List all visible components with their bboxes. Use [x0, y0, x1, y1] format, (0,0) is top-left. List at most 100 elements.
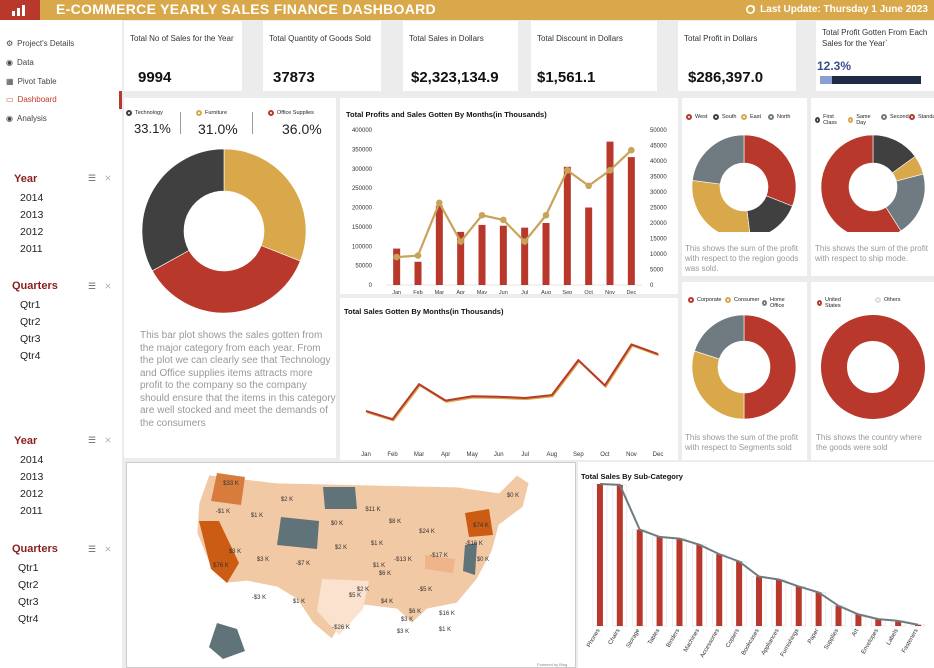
state-value-label: $3 K	[401, 617, 413, 623]
quarter-qtr3[interactable]: Qtr3	[20, 333, 41, 345]
donut-slice	[223, 148, 307, 262]
year-2013[interactable]: 2013	[20, 471, 44, 483]
nav-data[interactable]: ◉ Data	[6, 58, 34, 67]
year-2011[interactable]: 2011	[20, 505, 43, 517]
dashboard-title: E-COMMERCE YEARLY SALES FINANCE DASHBOAR…	[56, 1, 436, 17]
year-slicer-header: Year	[14, 173, 38, 185]
x-tick-label: Storage	[626, 627, 642, 649]
year-slicer-header-2: Year	[14, 435, 38, 447]
active-nav-marker	[119, 91, 122, 109]
state-california	[199, 521, 239, 583]
year-2014[interactable]: 2014	[20, 454, 44, 466]
pct-furniture: 31.0%	[198, 121, 238, 137]
multi-select-icon[interactable]: ☰	[88, 281, 97, 291]
nav-analysis[interactable]: ◉ Analysis	[6, 114, 47, 123]
segment-donut	[691, 314, 797, 420]
bar	[895, 620, 902, 626]
legend-entry: United States	[817, 297, 842, 309]
legend-label: East	[750, 114, 762, 120]
x-tick-label: Binders	[666, 628, 681, 649]
line-point	[393, 253, 400, 261]
pct-office-supplies: 36.0%	[282, 121, 322, 137]
legend-label: First Class	[823, 114, 837, 126]
ship-pie-card: First Class Same Day Second Standard This s…	[811, 98, 934, 276]
state-north-dakota	[323, 487, 357, 509]
year-2012[interactable]: 2012	[20, 226, 44, 238]
nav-dashboard[interactable]: ▭ Dashboard	[6, 95, 57, 104]
line-point	[542, 211, 550, 219]
legend-dot	[815, 117, 821, 123]
divider	[180, 112, 181, 134]
monthly-sales-chart-card: Total Sales Gotten By Months(in Thousand…	[340, 298, 678, 460]
legend-label: North	[777, 114, 791, 120]
donut-slice	[691, 350, 745, 420]
legend-label: Corporate	[697, 297, 722, 303]
legend-dot	[686, 114, 692, 120]
quarter-qtr2[interactable]: Qtr2	[20, 316, 41, 328]
last-update-text: Last Update: Thursday 1 June 2023	[760, 4, 928, 15]
legend-entry: First Class	[815, 114, 838, 126]
clear-filter-icon[interactable]: ⨯	[104, 544, 112, 554]
quarter-qtr1[interactable]: Qtr1	[18, 562, 39, 574]
state-value-label: $33 K	[223, 481, 239, 487]
x-tick-label: Nov	[626, 452, 637, 458]
clear-filter-icon[interactable]: ⨯	[104, 281, 112, 291]
kpi-value: 9994	[138, 69, 172, 86]
donut-slice	[743, 314, 797, 420]
y-tick-label: 150000	[352, 225, 373, 231]
kpi-label: Total Profit in Dollars	[684, 34, 758, 43]
legend-dot	[881, 114, 887, 120]
y-tick-label: 50000	[355, 264, 372, 270]
nav-projects-details[interactable]: ⚙ Project's Details	[6, 39, 74, 48]
legend-furniture: Furniture	[196, 110, 227, 116]
state-value-label: -$3 K	[252, 595, 266, 601]
kpi-card-discount: Total Discount in Dollars $1,561.1	[531, 21, 657, 91]
line-point	[478, 211, 486, 219]
clear-filter-icon[interactable]: ⨯	[104, 435, 112, 445]
donut-slice	[743, 134, 797, 207]
state-value-label: $11 K	[365, 507, 380, 513]
multi-select-icon[interactable]: ☰	[88, 544, 97, 554]
y-tick-label: 300000	[352, 167, 373, 173]
multi-select-icon[interactable]: ☰	[88, 435, 97, 445]
bar	[478, 224, 486, 285]
year-2012[interactable]: 2012	[20, 488, 44, 500]
bar	[875, 619, 882, 626]
quarter-qtr4[interactable]: Qtr4	[18, 613, 39, 625]
year-2013[interactable]: 2013	[20, 209, 44, 221]
bar	[795, 586, 802, 626]
us-map-card: $33 K $2 K $0 K -$1 K $1 K $11 K $8 K $24 K $74 …	[126, 462, 576, 668]
year-slicer-controls: ☰ ⨯	[88, 173, 112, 184]
legend-dot	[909, 114, 915, 120]
donut-slice	[821, 315, 925, 419]
table-icon: ▦	[6, 77, 14, 86]
legend-dot	[268, 110, 274, 116]
nav-pivot-table[interactable]: ▦ Pivot Table	[6, 77, 57, 86]
state-alaska	[209, 623, 245, 659]
legend-entry: East	[741, 114, 761, 120]
quarter-qtr3[interactable]: Qtr3	[18, 596, 39, 608]
gear-icon: ⚙	[6, 39, 14, 48]
x-tick-label: Mar	[435, 290, 445, 294]
quarter-qtr1[interactable]: Qtr1	[20, 299, 41, 311]
bar	[915, 624, 922, 626]
state-value-label: $2 K	[357, 587, 369, 593]
clear-filter-icon[interactable]: ⨯	[104, 173, 112, 183]
x-tick-label: Copiers	[725, 628, 741, 649]
legend-label: Office Supplies	[277, 110, 314, 116]
us-map[interactable]: $33 K $2 K $0 K -$1 K $1 K $11 K $8 K $24 K $74 …	[127, 463, 577, 668]
y2-tick-label: 0	[650, 283, 654, 289]
segment-description: This shows the sum of the profit with re…	[685, 433, 798, 452]
sales-line	[365, 343, 659, 421]
quarter-qtr4[interactable]: Qtr4	[20, 350, 41, 362]
line-point	[457, 238, 464, 245]
x-tick-label: Jun	[494, 452, 504, 458]
line-point	[436, 199, 443, 207]
kpi-label: Total Profit Gotten From Each Sales for …	[822, 28, 928, 48]
year-2014[interactable]: 2014	[20, 192, 44, 204]
multi-select-icon[interactable]: ☰	[88, 173, 97, 183]
refresh-icon[interactable]	[745, 4, 756, 15]
country-donut	[821, 315, 925, 419]
quarter-qtr2[interactable]: Qtr2	[18, 579, 39, 591]
year-2011[interactable]: 2011	[20, 243, 43, 255]
